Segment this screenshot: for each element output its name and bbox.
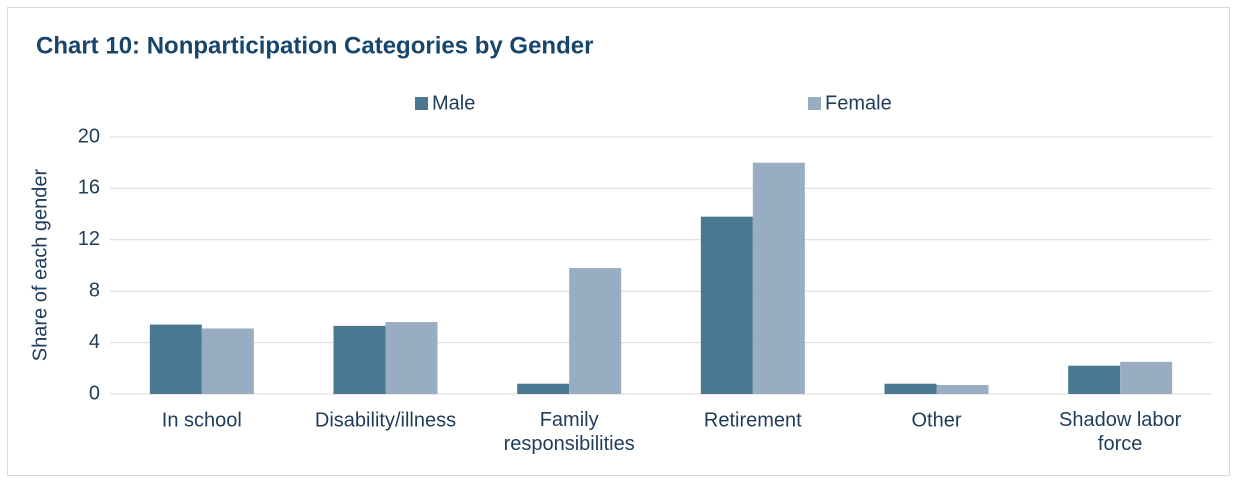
x-tick-label: In school — [162, 409, 242, 431]
x-tick-label: Shadow labor force — [1059, 409, 1182, 455]
bar — [201, 328, 254, 394]
bar — [1068, 365, 1121, 394]
bar — [700, 216, 753, 394]
x-tick-label: Disability/illness — [315, 409, 456, 431]
bar — [936, 385, 989, 394]
y-tick-label: 0 — [89, 382, 100, 404]
x-tick-label: Retirement — [704, 409, 802, 431]
chart-title: Chart 10: Nonparticipation Categories by… — [36, 32, 593, 59]
bar — [385, 322, 438, 394]
x-tick-label: Family responsibilities — [504, 409, 635, 455]
y-tick-label: 16 — [78, 177, 100, 199]
legend-label: Female — [825, 92, 892, 114]
bar — [1120, 361, 1173, 394]
y-tick-label: 4 — [89, 331, 100, 353]
legend-swatch — [808, 97, 821, 110]
bar — [884, 383, 937, 394]
legend-label: Male — [432, 92, 475, 114]
bar — [149, 324, 202, 394]
x-tick-label: Other — [911, 409, 961, 431]
bar — [517, 383, 570, 394]
y-axis-label: Share of each gender — [29, 168, 51, 361]
y-tick-label: 8 — [89, 279, 100, 301]
y-tick-label: 20 — [78, 125, 100, 147]
bar — [752, 162, 805, 394]
chart-frame — [7, 7, 1230, 476]
bar — [333, 325, 386, 394]
y-tick-label: 12 — [78, 228, 100, 250]
bar — [569, 268, 622, 394]
legend-swatch — [415, 97, 428, 110]
